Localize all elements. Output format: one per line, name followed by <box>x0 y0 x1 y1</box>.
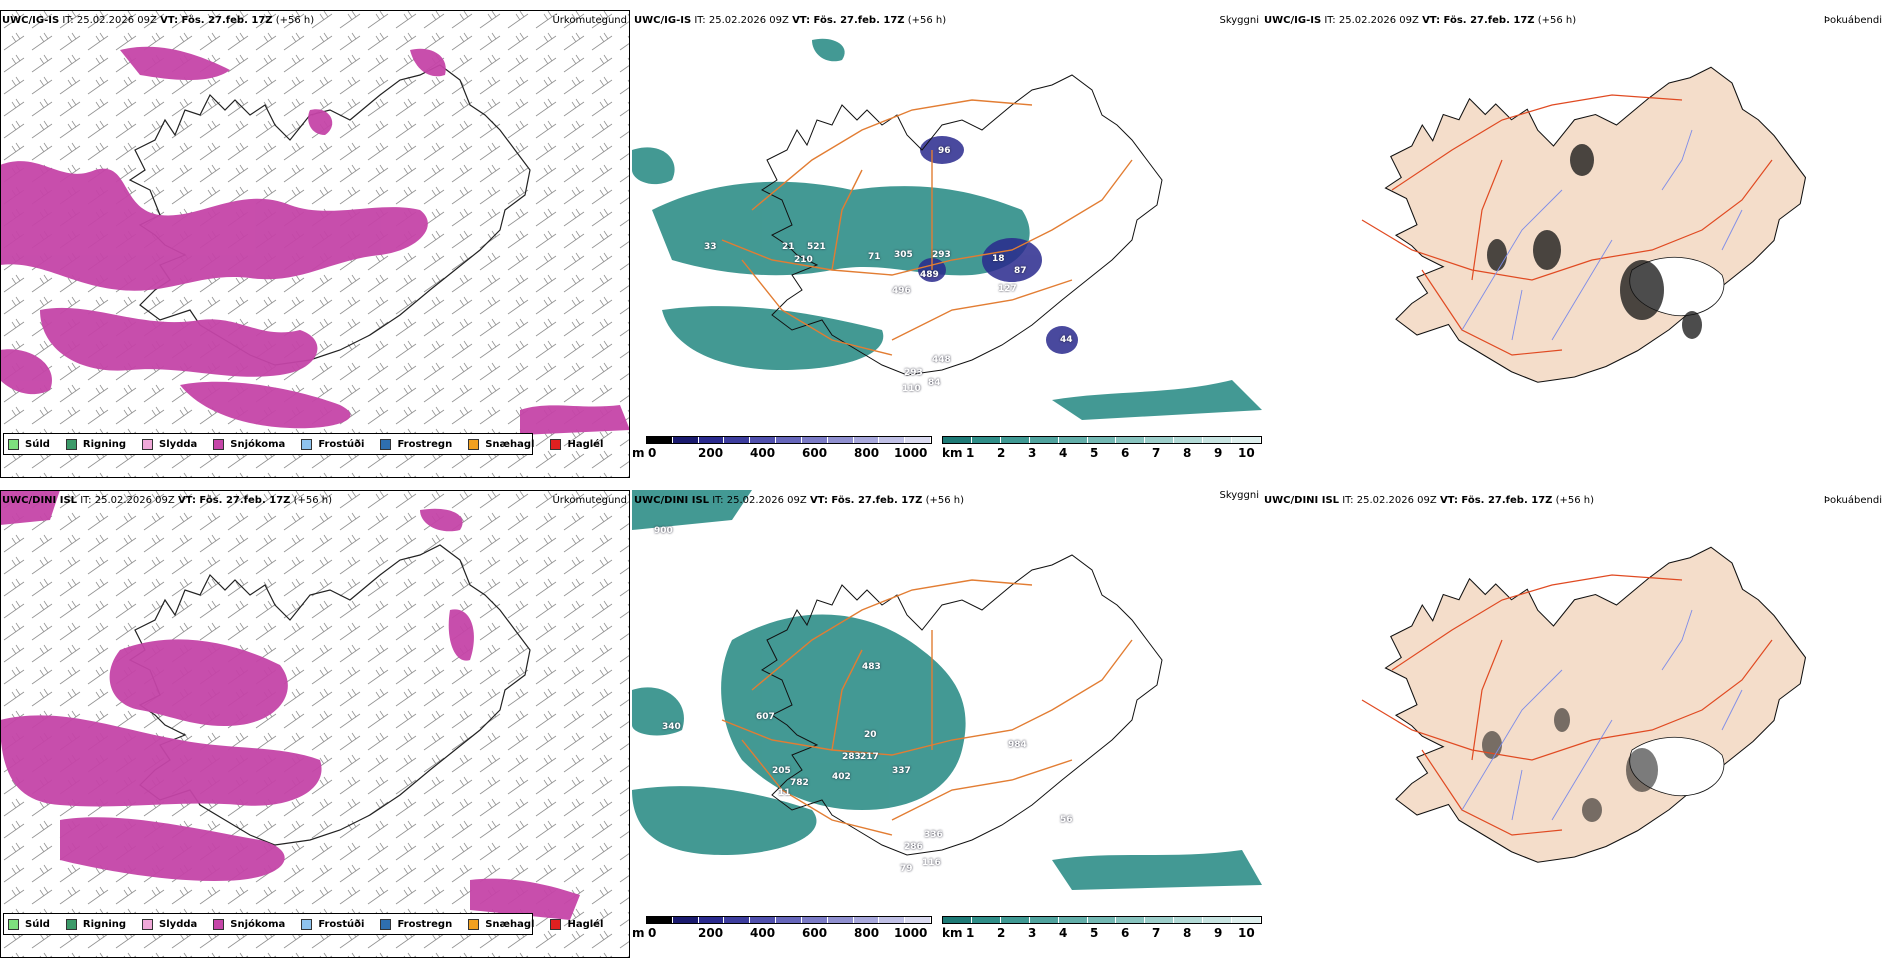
height-label: 33 <box>704 242 717 252</box>
legend-swatch <box>468 438 480 450</box>
height-label: 496 <box>892 286 911 296</box>
height-label: 210 <box>794 255 813 265</box>
precip-map-1 <box>0 10 630 478</box>
legend-swatch <box>142 918 154 930</box>
height-label: 18 <box>992 254 1005 264</box>
fog-panel-2: UWC/DINI ISL IT: 25.02.2026 09Z VT: Fös.… <box>1262 490 1900 958</box>
height-label: 96 <box>938 146 951 156</box>
height-label: 20 <box>864 730 877 740</box>
visibility-colorbar-1: km 1 2 3 4 5 6 7 8 9 10 <box>942 436 1262 462</box>
legend-swatch <box>468 918 480 930</box>
height-label: 87 <box>1014 266 1027 276</box>
height-label: 305 <box>894 250 913 260</box>
height-label: 340 <box>662 722 681 732</box>
height-bar <box>646 436 932 444</box>
height-label: 84 <box>928 378 941 388</box>
height-label: 205 <box>772 766 791 776</box>
legend-swatch <box>65 438 77 450</box>
visibility-bar <box>942 916 1262 924</box>
panel-title: Þokuábendi <box>1823 495 1882 506</box>
height-label: 283 <box>842 752 861 762</box>
visibility-map-2 <box>632 490 1262 890</box>
visibility-panel-1: UWC/IG-IS IT: 25.02.2026 09Z VT: Fös. 27… <box>632 10 1262 478</box>
fog-map-1 <box>1361 66 1807 383</box>
visibility-colorbar-2: km 1 2 3 4 5 6 7 8 9 10 <box>942 916 1262 942</box>
height-label: 293 <box>932 250 951 260</box>
height-label: 782 <box>790 778 809 788</box>
height-label: 402 <box>832 772 851 782</box>
height-label: 286 <box>904 842 923 852</box>
height-bar <box>646 916 932 924</box>
legend-swatch <box>550 438 562 450</box>
height-label: 448 <box>932 355 951 365</box>
panel-header: UWC/DINI ISL IT: 25.02.2026 09Z VT: Fös.… <box>634 495 965 506</box>
height-label: 293 <box>904 368 923 378</box>
precip-legend-1: Súld Rigning Slydda Snjókoma Frostúði Fr… <box>3 433 603 455</box>
precip-type-panel-1: UWC/IG-IS IT: 25.02.2026 09Z VT: Fös. 27… <box>0 10 630 478</box>
panel-header: UWC/DINI ISL IT: 25.02.2026 09Z VT: Fös.… <box>1264 495 1595 506</box>
legend-swatch <box>8 438 19 450</box>
height-label: 607 <box>756 712 775 722</box>
height-colorbar-1: m 0 200 400 600 800 1000 <box>632 436 932 462</box>
panel-header: UWC/DINI ISL IT: 25.02.2026 09Z VT: Fös.… <box>2 495 333 506</box>
height-label: 71 <box>868 252 881 262</box>
legend-swatch <box>213 438 225 450</box>
legend-swatch <box>380 918 392 930</box>
legend-swatch <box>301 918 313 930</box>
height-label: 217 <box>860 752 879 762</box>
height-colorbar-2: m 0 200 400 600 800 1000 <box>632 916 932 942</box>
panel-title: Þokuábendi <box>1823 15 1882 26</box>
legend-swatch <box>213 918 225 930</box>
height-label: 521 <box>807 242 826 252</box>
height-label: 116 <box>922 858 941 868</box>
precip-legend-2: Súld Rigning Slydda Snjókoma Frostúði Fr… <box>3 913 603 935</box>
visibility-map-1 <box>632 38 1262 420</box>
height-label: 79 <box>900 864 913 874</box>
height-label: 483 <box>862 662 881 672</box>
height-label: 336 <box>924 830 943 840</box>
visibility-bar <box>942 436 1262 444</box>
legend-swatch <box>142 438 154 450</box>
legend-swatch <box>550 918 562 930</box>
legend-swatch <box>301 438 313 450</box>
height-label: 984 <box>1008 740 1027 750</box>
panel-header: UWC/IG-IS IT: 25.02.2026 09Z VT: Fös. 27… <box>634 15 947 26</box>
height-label: 127 <box>998 284 1017 294</box>
height-label: 21 <box>782 242 795 252</box>
panel-title: Úrkomutegund <box>552 495 627 506</box>
height-label: 110 <box>902 384 921 394</box>
panel-header: UWC/IG-IS IT: 25.02.2026 09Z VT: Fös. 27… <box>1264 15 1577 26</box>
legend-swatch <box>380 438 392 450</box>
precip-map-2 <box>0 490 630 958</box>
precip-type-panel-2: UWC/DINI ISL IT: 25.02.2026 09Z VT: Fös.… <box>0 490 630 958</box>
panel-header: UWC/IG-IS IT: 25.02.2026 09Z VT: Fös. 27… <box>2 15 315 26</box>
fog-panel-1: UWC/IG-IS IT: 25.02.2026 09Z VT: Fös. 27… <box>1262 10 1900 478</box>
panel-title: Úrkomutegund <box>552 15 627 26</box>
height-label: 489 <box>920 270 939 280</box>
visibility-panel-2: UWC/DINI ISL IT: 25.02.2026 09Z VT: Fös.… <box>632 490 1262 958</box>
fog-map-2 <box>1361 546 1807 863</box>
panel-title: Skyggni <box>1219 15 1259 26</box>
height-label: 44 <box>1060 335 1073 345</box>
height-label: 900 <box>654 526 673 536</box>
panel-title: Skyggni <box>1219 490 1259 501</box>
height-label: 11 <box>778 788 791 798</box>
height-label: 56 <box>1060 815 1073 825</box>
legend-swatch <box>65 918 77 930</box>
legend-swatch <box>8 918 19 930</box>
height-label: 337 <box>892 766 911 776</box>
